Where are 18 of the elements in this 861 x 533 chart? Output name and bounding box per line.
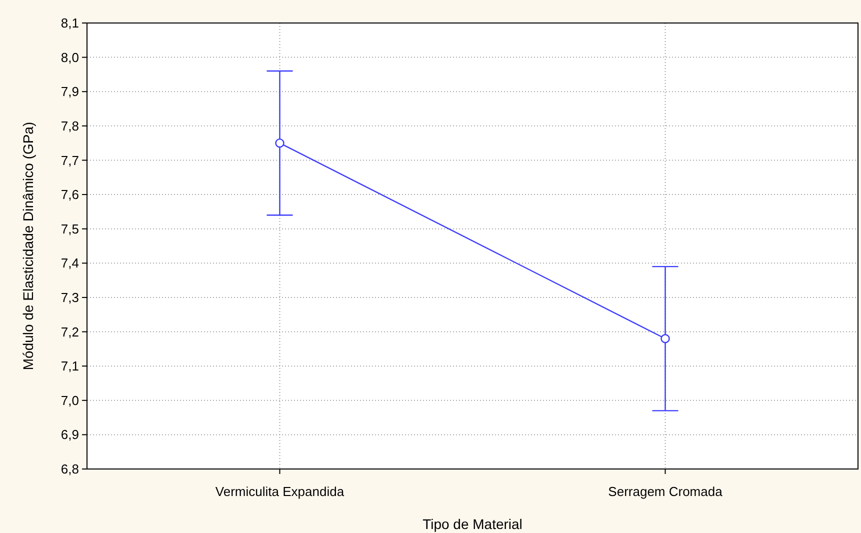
y-tick-label: 8,1: [60, 16, 79, 31]
y-tick-label: 6,9: [60, 427, 79, 442]
x-tick-label: Vermiculita Expandida: [215, 484, 345, 499]
x-axis-title: Tipo de Material: [422, 516, 522, 532]
y-tick-label: 7,5: [60, 221, 79, 236]
y-tick-label: 7,9: [60, 84, 79, 100]
x-tick-label: Serragem Cromada: [608, 484, 724, 499]
y-tick-label: 7,6: [60, 187, 79, 202]
y-tick-label: 7,0: [60, 392, 79, 408]
y-tick-label: 7,1: [60, 358, 79, 374]
y-tick-label: 7,4: [60, 256, 79, 271]
y-tick-label: 7,8: [60, 118, 79, 134]
y-tick-label: 7,3: [60, 290, 79, 306]
y-tick-label: 7,7: [60, 152, 79, 168]
y-tick-label: 6,8: [60, 462, 79, 477]
y-tick-label: 8,0: [60, 50, 79, 65]
y-axis-title: Módulo de Elasticidade Dinâmico (GPa): [20, 122, 36, 370]
y-tick-label: 7,2: [60, 324, 79, 340]
